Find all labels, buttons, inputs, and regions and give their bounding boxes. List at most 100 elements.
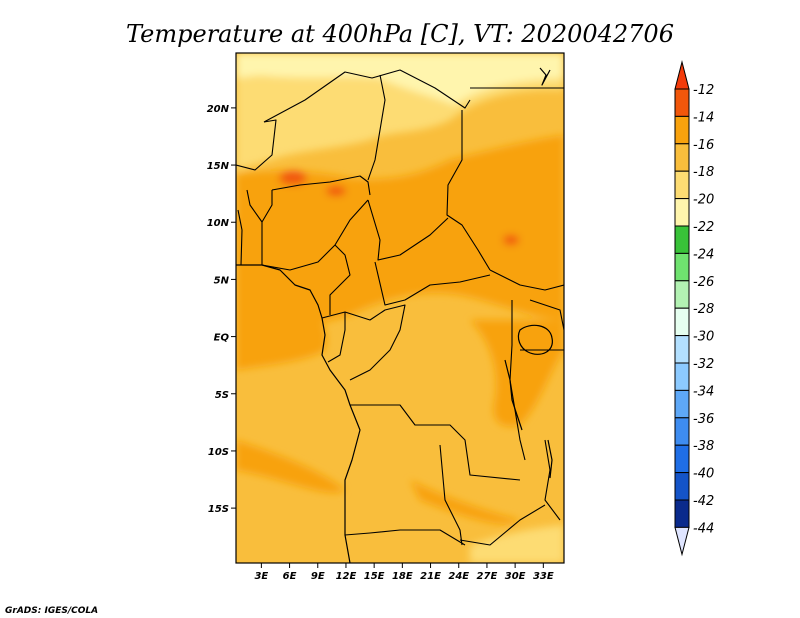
map-frame: [235, 52, 565, 564]
colorbar-swatch: [674, 280, 690, 309]
colorbar-swatch: [674, 307, 690, 337]
x-tick-label: 27E: [477, 571, 498, 582]
y-tick-label: 15S: [208, 504, 229, 515]
map-panel: [236, 53, 564, 563]
y-tick-label: EQ: [214, 333, 230, 344]
coast-west-africa: [236, 264, 361, 563]
colorbar-label: -38: [693, 439, 714, 454]
colorbar-swatch: [674, 252, 690, 282]
colorbar-swatch: [674, 225, 690, 254]
y-tick-label: 10N: [207, 218, 230, 229]
boundary-angola-zambia: [439, 444, 463, 546]
colorbar-swatch: [674, 389, 690, 419]
x-tick-label: 3E: [254, 571, 268, 582]
hot-spot-sudan: [503, 235, 519, 245]
y-tick-label: 10S: [208, 447, 229, 458]
latitude-axis: 20N 15N 10N 5N EQ 5S 10S 15S: [207, 104, 236, 515]
x-tick-label: 15E: [364, 571, 385, 582]
boundary-drc-east: [509, 300, 526, 461]
colorbar-label: -14: [693, 110, 714, 125]
colorbar-swatch: [674, 472, 690, 501]
x-tick-label: 30E: [505, 571, 526, 582]
colorbar-swatch: [674, 143, 690, 172]
x-tick-label: 33E: [533, 571, 554, 582]
x-tick-label: 12E: [336, 571, 357, 582]
coastline: [236, 67, 553, 563]
figure-title: Temperature at 400hPa [C], VT: 202004270…: [126, 20, 674, 48]
longitude-axis: 3E 6E 9E 12E 15E 18E 21E 24E 27E 30E 33E: [254, 563, 554, 582]
colorbar-swatch: [674, 115, 690, 145]
colorbar-label: -32: [693, 357, 714, 372]
colorbar-label: -18: [693, 165, 714, 180]
y-tick-label: 5N: [214, 275, 230, 286]
y-tick-label: 5S: [215, 390, 229, 401]
colorbar-swatch: [674, 170, 690, 200]
colorbar-bottom-arrow: [674, 526, 690, 557]
coast-lake-victoria: [517, 324, 553, 355]
boundary-uganda-kenya: [529, 299, 564, 331]
hot-spot-niger: [279, 171, 307, 185]
warm-band-east: [470, 320, 564, 427]
colorbar-label: -28: [693, 302, 714, 317]
boundary-congo-drc: [344, 304, 406, 381]
colorbar-label: -42: [693, 494, 714, 509]
colorbar-label: -44: [693, 521, 714, 536]
x-tick-label: 9E: [311, 571, 325, 582]
x-tick-label: 24E: [448, 571, 469, 582]
x-tick-label: 6E: [283, 571, 297, 582]
y-tick-label: 15N: [207, 161, 230, 172]
colorbar-label: -26: [693, 275, 714, 290]
colorbar-swatch: [674, 362, 690, 391]
boundary-car-drc: [374, 261, 491, 306]
boundary-libya-chad: [367, 74, 386, 181]
colorbar: -12 -14 -16 -18 -20 -22 -24 -26 -28 -30 -32 -34 -36 -…: [674, 60, 714, 557]
colorbar-label: -20: [693, 193, 714, 208]
boundary-zambia-south: [459, 504, 546, 546]
colorbar-top-arrow: [674, 60, 690, 90]
boundary-gabon: [321, 311, 346, 363]
boundary-benin: [246, 189, 273, 223]
colorbar-swatch: [674, 198, 690, 227]
hot-spot-nigeria: [326, 186, 346, 196]
colorbar-label: -22: [693, 220, 714, 235]
boundary-south-sudan: [489, 269, 564, 291]
colorbar-swatch: [674, 444, 690, 474]
colorbar-label: -12: [693, 83, 714, 98]
boundary-togo-ghana: [237, 209, 243, 266]
colorbar-label: -16: [693, 138, 714, 153]
boundary-niger-nigeria: [271, 175, 371, 196]
cool-patch-south: [470, 525, 564, 563]
boundary-mali-niger: [236, 119, 277, 171]
x-tick-label: 21E: [420, 571, 441, 582]
coast-east-africa: [539, 67, 551, 86]
colorbar-swatch: [674, 417, 690, 446]
colorbar-swatch: [674, 335, 690, 364]
warm-band-west: [236, 300, 327, 370]
boundary-cameroon-car: [329, 244, 351, 315]
colorbar-swatch: [674, 499, 690, 528]
boundary-chad-car: [367, 199, 449, 261]
colorbar-label: -30: [693, 330, 714, 345]
warm-band-central: [236, 135, 564, 335]
warm-streak-south: [236, 440, 345, 493]
colorbar-swatch: [674, 88, 690, 117]
y-tick-label: 20N: [207, 104, 230, 115]
coast-lake-malawi: [547, 439, 553, 479]
coolest-band-north: [236, 53, 564, 105]
grads-credit: GrADS: IGES/COLA: [5, 606, 98, 616]
colorbar-label: -36: [693, 412, 714, 427]
country-boundaries: [236, 69, 564, 546]
temperature-shading: [236, 53, 564, 563]
coast-lake-tanganyika: [504, 359, 523, 431]
boundary-sudan-chad: [446, 110, 491, 271]
boundary-angola-namibia: [344, 529, 466, 546]
boundary-angola-drc: [350, 404, 521, 481]
colorbar-label: -24: [693, 247, 714, 262]
colorbar-label: -40: [693, 467, 714, 482]
boundary-algeria-niger: [263, 69, 471, 123]
colorbar-label: -34: [693, 384, 714, 399]
x-tick-label: 18E: [392, 571, 413, 582]
boundary-malawi: [544, 439, 561, 521]
warm-streak-southeast: [410, 480, 520, 524]
